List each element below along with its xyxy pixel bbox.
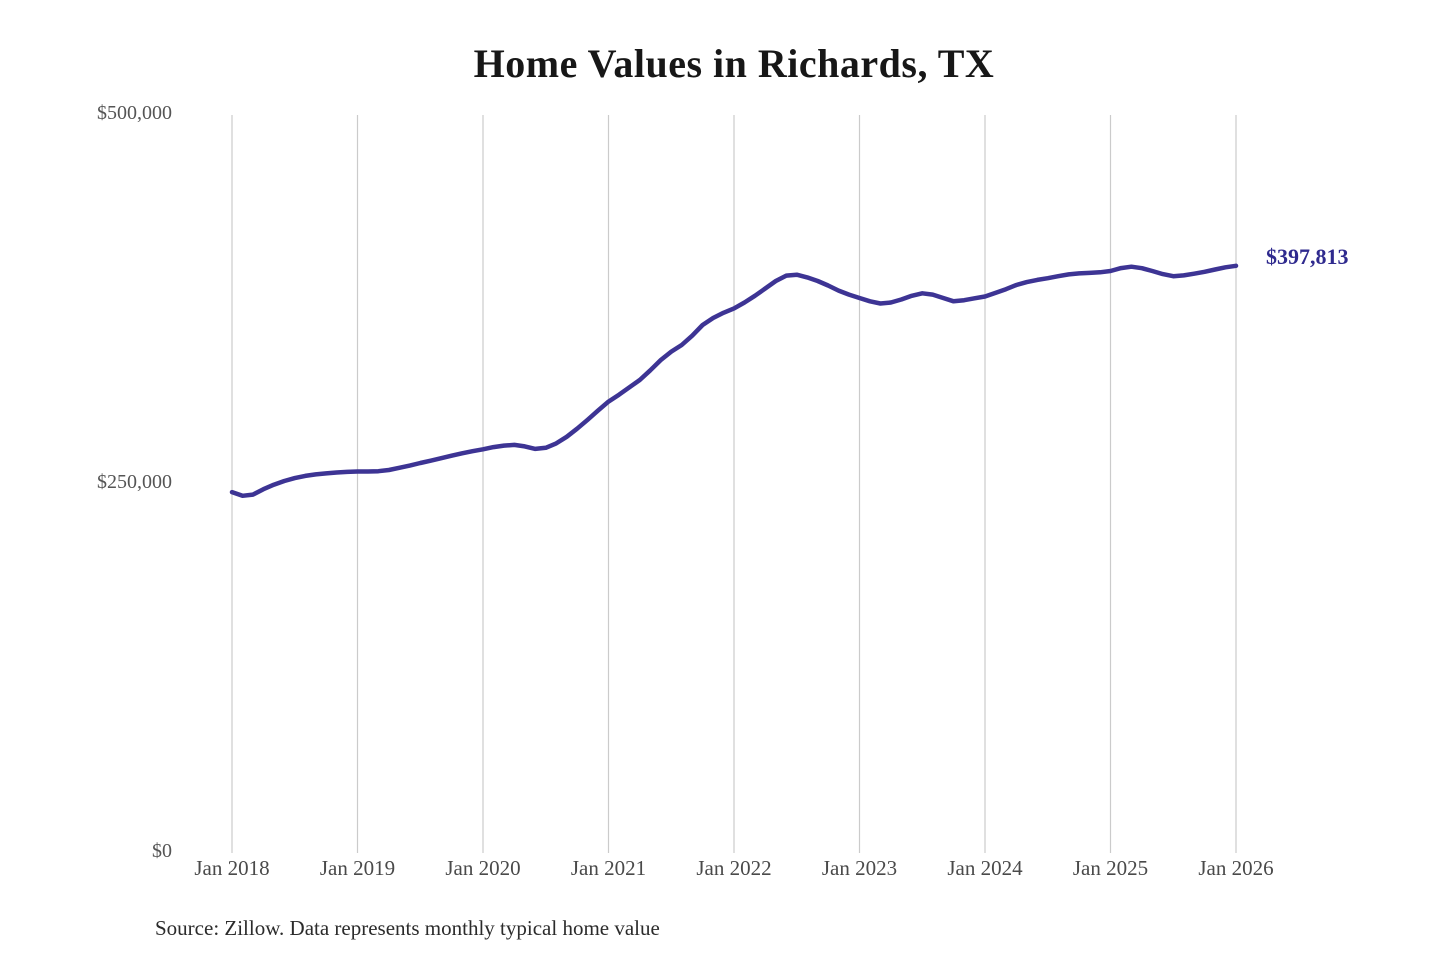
vertical-gridlines (231, 115, 1237, 853)
y-axis-tick-label: $500,000 (97, 102, 172, 124)
x-axis-tick-label: Jan 2023 (821, 856, 898, 880)
x-axis-tick-label: Jan 2026 (1198, 856, 1274, 880)
x-axis-tick-label: Jan 2025 (1072, 856, 1149, 880)
y-axis-tick-label: $250,000 (97, 471, 172, 493)
x-axis-tick-label: Jan 2024 (947, 856, 1023, 880)
current-value-label: $397,813 (1266, 243, 1349, 269)
source-note: Source: Zillow. Data represents monthly … (155, 916, 660, 940)
x-axis-tick-label: Jan 2019 (319, 856, 396, 880)
chart-title: Home Values in Richards, TX (473, 41, 995, 86)
x-axis-tick-label: Jan 2020 (445, 856, 521, 880)
y-axis-tick-label: $0 (152, 840, 172, 862)
x-axis-tick-label: Jan 2021 (570, 856, 647, 880)
x-axis-tick-label: Jan 2018 (194, 856, 270, 880)
x-axis-tick-label: Jan 2022 (696, 856, 772, 880)
home-value-line (229, 263, 1239, 499)
